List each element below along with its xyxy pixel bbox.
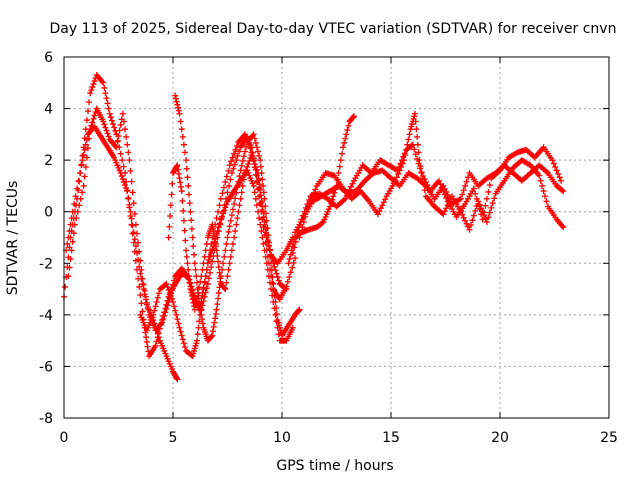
y-tick-label: 4 [44,102,53,118]
data-points [61,72,567,383]
plot-frame [63,56,610,419]
series-track-j [289,141,565,256]
y-axis-label: SDTVAR / TECUs [5,181,21,296]
series-track-f [137,167,296,360]
series-track-i [296,110,567,241]
grid-lines [64,57,609,418]
y-tick-label: -2 [39,256,53,272]
x-tick-label: 25 [600,430,618,446]
y-tick-label: 6 [44,50,53,66]
y-tick-label: 0 [44,205,53,221]
x-tick-label: 5 [169,430,178,446]
x-tick-label: 10 [273,430,291,446]
y-tick-label: -4 [39,308,53,324]
x-axis-label: GPS time / hours [276,458,393,474]
x-tick-label: 15 [382,430,400,446]
x-tick-label: 0 [60,430,69,446]
series-track-c [63,123,181,383]
y-tick-label: -8 [39,411,53,427]
axis-ticks: 0 5 10 15 20 25 -8 -6 -4 -2 0 2 4 6 [39,50,618,446]
x-tick-label: 20 [491,430,509,446]
y-tick-label: 2 [44,153,53,169]
chart-title: Day 113 of 2025, Sidereal Day-to-day VTE… [50,21,617,37]
y-tick-label: -6 [39,359,53,375]
